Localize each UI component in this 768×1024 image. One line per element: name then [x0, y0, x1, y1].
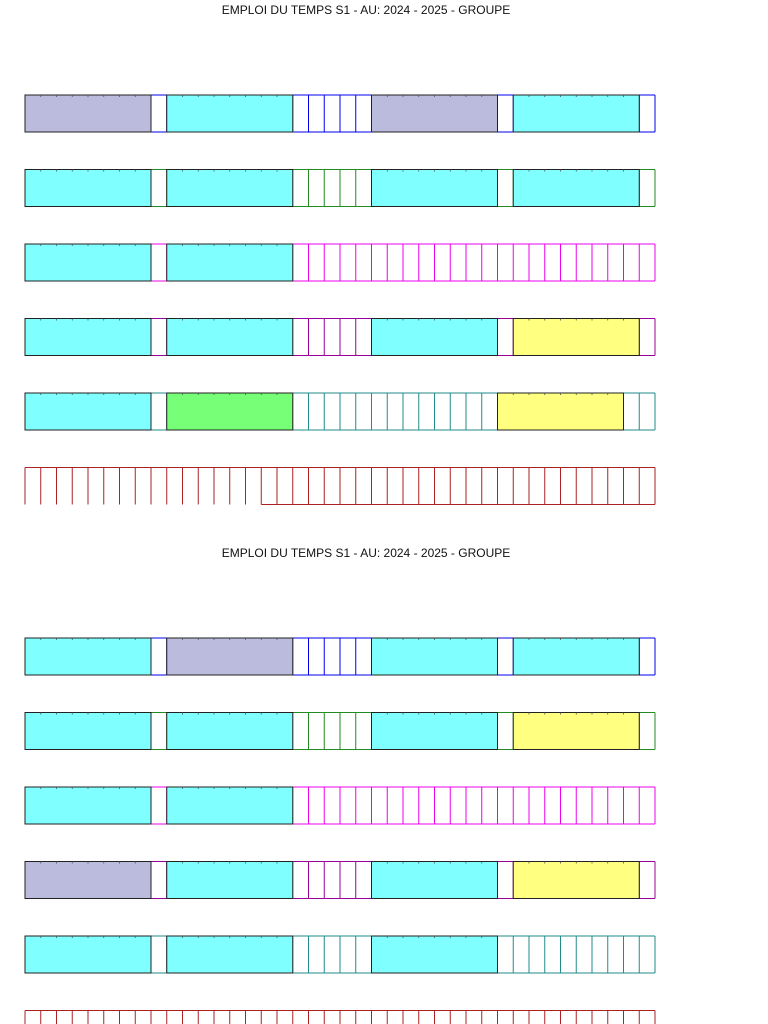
course-block — [371, 861, 498, 899]
course-block — [371, 712, 498, 750]
course-block — [166, 94, 294, 133]
day-row — [24, 637, 656, 676]
course-block — [24, 243, 152, 282]
course-block — [166, 935, 294, 974]
course-block — [166, 861, 294, 899]
day-row — [24, 467, 656, 505]
course-block — [166, 786, 294, 825]
day-row — [24, 94, 656, 133]
course-block — [166, 243, 294, 282]
course-block — [512, 94, 640, 133]
course-block — [24, 712, 152, 750]
course-block — [371, 169, 498, 207]
course-block — [512, 861, 640, 899]
schedule-title-2: EMPLOI DU TEMPS S1 - AU: 2024 - 2025 - G… — [221, 546, 511, 560]
course-block — [497, 392, 624, 431]
course-block — [24, 935, 152, 974]
day-row — [24, 243, 656, 282]
course-block — [24, 318, 152, 356]
course-block — [166, 318, 294, 356]
course-block — [166, 712, 294, 750]
course-block — [371, 94, 498, 133]
day-row — [24, 1010, 656, 1024]
course-block — [166, 392, 294, 431]
course-block — [371, 637, 498, 676]
schedule-title-1: EMPLOI DU TEMPS S1 - AU: 2024 - 2025 - G… — [221, 3, 511, 17]
day-row — [24, 786, 656, 825]
day-row — [24, 318, 656, 356]
course-block — [512, 637, 640, 676]
course-block — [512, 712, 640, 750]
course-block — [371, 318, 498, 356]
day-row — [24, 169, 656, 207]
course-block — [166, 637, 294, 676]
course-block — [166, 169, 294, 207]
course-block — [24, 392, 152, 431]
day-row — [24, 392, 656, 431]
course-block — [512, 318, 640, 356]
course-block — [24, 637, 152, 676]
day-row — [24, 861, 656, 899]
course-block — [512, 169, 640, 207]
course-block — [24, 169, 152, 207]
course-block — [24, 861, 152, 899]
course-block — [24, 94, 152, 133]
course-block — [371, 935, 498, 974]
day-row — [24, 712, 656, 750]
course-block — [24, 786, 152, 825]
day-row — [24, 935, 656, 974]
